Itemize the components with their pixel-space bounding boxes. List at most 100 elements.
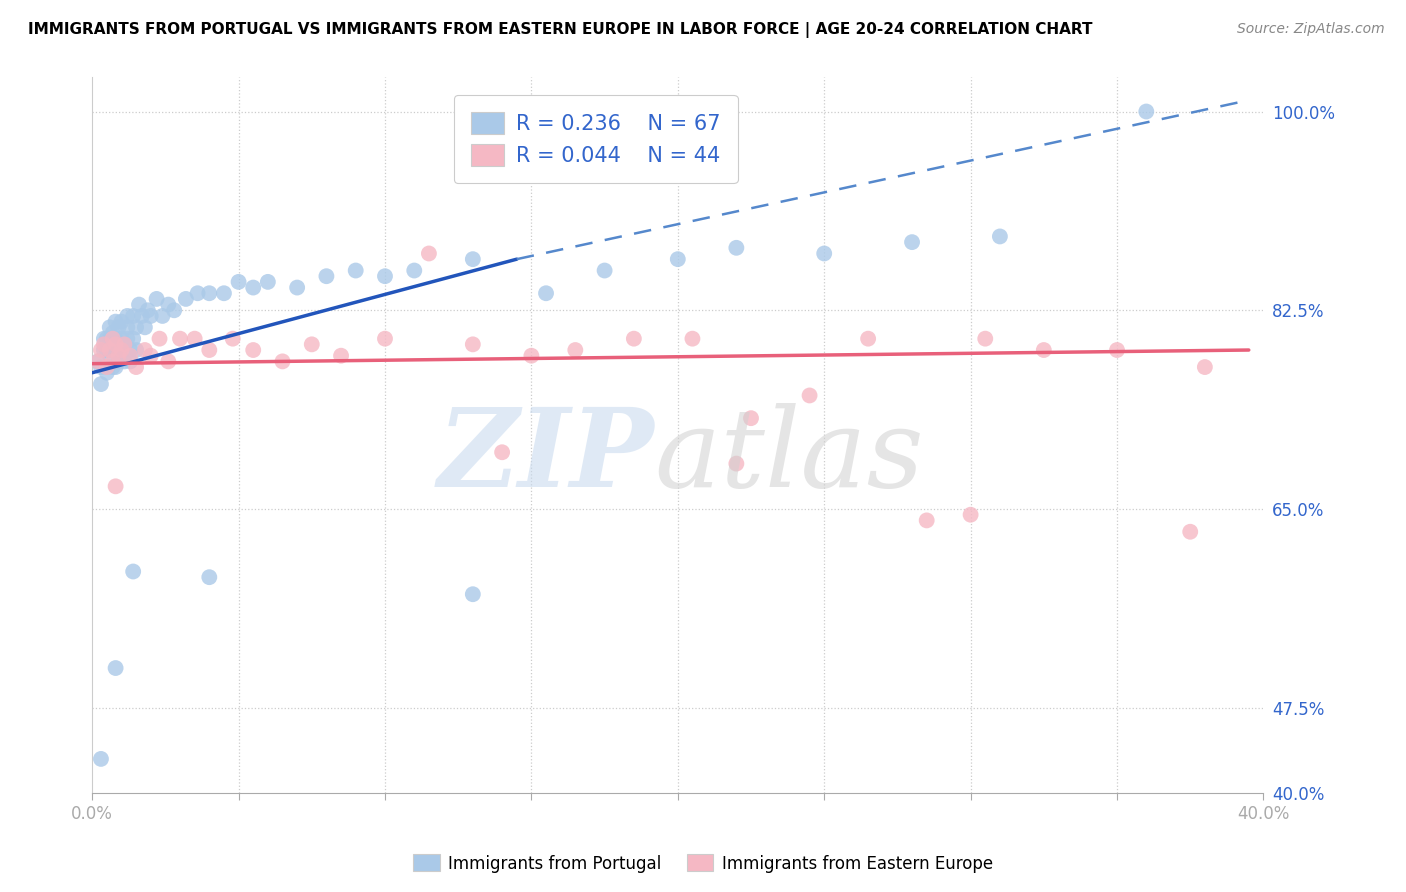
Point	[93, 337, 115, 351]
Point	[125, 360, 148, 375]
Point	[98, 343, 121, 357]
Legend: R = 0.236    N = 67, R = 0.044    N = 44: R = 0.236 N = 67, R = 0.044 N = 44	[454, 95, 738, 183]
Point	[374, 269, 396, 284]
Point	[915, 513, 938, 527]
Point	[681, 332, 703, 346]
Point	[593, 263, 616, 277]
Point	[110, 337, 132, 351]
Point	[198, 343, 221, 357]
Point	[98, 332, 121, 346]
Point	[110, 332, 132, 346]
Point	[1032, 343, 1054, 357]
Point	[93, 332, 115, 346]
Point	[107, 349, 129, 363]
Point	[87, 354, 110, 368]
Point	[122, 565, 145, 579]
Point	[104, 661, 127, 675]
Point	[96, 366, 118, 380]
Point	[285, 280, 308, 294]
Point	[222, 332, 245, 346]
Point	[183, 332, 205, 346]
Point	[461, 587, 484, 601]
Point	[96, 343, 118, 357]
Point	[813, 246, 835, 260]
Point	[901, 235, 924, 249]
Text: ZIP: ZIP	[437, 403, 654, 510]
Point	[1105, 343, 1128, 357]
Text: Source: ZipAtlas.com: Source: ZipAtlas.com	[1237, 22, 1385, 37]
Point	[461, 337, 484, 351]
Point	[110, 343, 132, 357]
Point	[242, 280, 264, 294]
Point	[112, 337, 135, 351]
Point	[959, 508, 981, 522]
Point	[257, 275, 280, 289]
Point	[107, 343, 129, 357]
Point	[131, 309, 153, 323]
Point	[374, 332, 396, 346]
Point	[187, 286, 209, 301]
Point	[271, 354, 294, 368]
Point	[104, 343, 127, 357]
Point	[725, 241, 748, 255]
Point	[139, 309, 162, 323]
Point	[856, 332, 879, 346]
Point	[128, 297, 150, 311]
Point	[491, 445, 513, 459]
Point	[104, 332, 127, 346]
Point	[87, 354, 110, 368]
Point	[148, 332, 170, 346]
Point	[157, 297, 180, 311]
Point	[96, 360, 118, 375]
Point	[120, 349, 142, 363]
Point	[117, 320, 139, 334]
Point	[96, 360, 118, 375]
Point	[228, 275, 250, 289]
Point	[212, 286, 235, 301]
Point	[110, 315, 132, 329]
Point	[117, 309, 139, 323]
Point	[112, 337, 135, 351]
Point	[242, 343, 264, 357]
Point	[98, 320, 121, 334]
Legend: Immigrants from Portugal, Immigrants from Eastern Europe: Immigrants from Portugal, Immigrants fro…	[406, 847, 1000, 880]
Point	[198, 570, 221, 584]
Point	[90, 377, 112, 392]
Point	[96, 332, 118, 346]
Point	[152, 309, 174, 323]
Point	[112, 354, 135, 368]
Point	[520, 349, 543, 363]
Point	[90, 343, 112, 357]
Point	[101, 360, 124, 375]
Point	[988, 229, 1011, 244]
Point	[101, 354, 124, 368]
Point	[104, 337, 127, 351]
Point	[169, 332, 191, 346]
Point	[330, 349, 353, 363]
Point	[157, 354, 180, 368]
Point	[198, 286, 221, 301]
Point	[101, 343, 124, 357]
Point	[134, 320, 156, 334]
Point	[136, 303, 159, 318]
Point	[725, 457, 748, 471]
Point	[104, 479, 127, 493]
Text: IMMIGRANTS FROM PORTUGAL VS IMMIGRANTS FROM EASTERN EUROPE IN LABOR FORCE | AGE : IMMIGRANTS FROM PORTUGAL VS IMMIGRANTS F…	[28, 22, 1092, 38]
Point	[125, 343, 148, 357]
Point	[315, 269, 337, 284]
Point	[122, 332, 145, 346]
Point	[799, 388, 821, 402]
Point	[98, 349, 121, 363]
Point	[122, 309, 145, 323]
Point	[98, 343, 121, 357]
Point	[418, 246, 440, 260]
Point	[740, 411, 762, 425]
Point	[101, 332, 124, 346]
Point	[974, 332, 997, 346]
Point	[145, 292, 167, 306]
Point	[107, 320, 129, 334]
Point	[107, 354, 129, 368]
Point	[404, 263, 426, 277]
Point	[104, 360, 127, 375]
Text: atlas: atlas	[654, 403, 924, 510]
